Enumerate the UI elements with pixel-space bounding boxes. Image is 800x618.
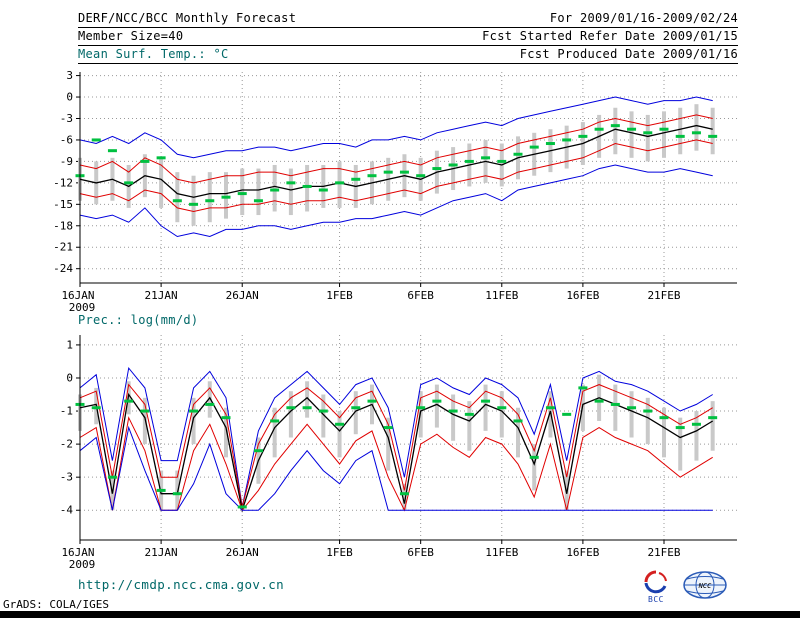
svg-text:-12: -12 — [53, 176, 73, 189]
svg-text:26JAN: 26JAN — [226, 289, 259, 302]
bcc-logo: BCC — [642, 570, 670, 604]
header-row-3: Mean Surf. Temp.: °C Fcst Produced Date … — [78, 46, 738, 64]
bcc-logo-label: BCC — [648, 595, 664, 604]
svg-text:21JAN: 21JAN — [145, 289, 178, 302]
svg-text:16JAN: 16JAN — [61, 289, 94, 302]
forecast-title: DERF/NCC/BCC Monthly Forecast — [78, 11, 297, 25]
svg-text:11FEB: 11FEB — [485, 546, 518, 559]
svg-text:0: 0 — [66, 371, 73, 384]
svg-text:-3: -3 — [60, 112, 73, 125]
svg-text:-21: -21 — [53, 241, 73, 254]
svg-text:-4: -4 — [60, 504, 74, 517]
ncc-logo-label: NCC — [698, 582, 712, 590]
member-size-label: Member Size=40 — [78, 29, 184, 43]
svg-text:16FEB: 16FEB — [566, 546, 599, 559]
svg-text:1FEB: 1FEB — [326, 289, 353, 302]
svg-text:-18: -18 — [53, 219, 73, 232]
svg-text:2009: 2009 — [69, 558, 96, 571]
forecast-period: For 2009/01/16-2009/02/24 — [549, 11, 738, 25]
svg-text:6FEB: 6FEB — [407, 289, 434, 302]
bcc-swirl-icon — [644, 570, 667, 594]
svg-text:26JAN: 26JAN — [226, 546, 259, 559]
ncc-globe-icon: NCC — [683, 571, 727, 599]
svg-text:21FEB: 21FEB — [647, 289, 680, 302]
svg-text:2009: 2009 — [69, 301, 96, 312]
svg-text:-6: -6 — [60, 133, 73, 146]
svg-text:-24: -24 — [53, 262, 73, 275]
refer-date-label: Fcst Started Refer Date 2009/01/15 — [482, 29, 738, 43]
ncc-logo: NCC — [682, 570, 728, 600]
svg-text:11FEB: 11FEB — [485, 289, 518, 302]
temp-panel-label: Mean Surf. Temp.: °C — [78, 47, 229, 61]
prec-panel-label: Prec.: log(mm/d) — [78, 313, 199, 327]
produced-date-label: Fcst Produced Date 2009/01/16 — [519, 47, 738, 61]
svg-text:-1: -1 — [60, 405, 73, 418]
svg-text:-15: -15 — [53, 198, 73, 211]
svg-text:21JAN: 21JAN — [145, 546, 178, 559]
svg-text:16JAN: 16JAN — [61, 546, 94, 559]
svg-text:21FEB: 21FEB — [647, 546, 680, 559]
svg-text:6FEB: 6FEB — [407, 546, 434, 559]
svg-text:-3: -3 — [60, 471, 73, 484]
svg-text:1FEB: 1FEB — [326, 546, 353, 559]
source-url: http://cmdp.ncc.cma.gov.cn — [78, 577, 285, 592]
svg-text:1: 1 — [66, 338, 73, 351]
grads-credit: GrADS: COLA/IGES — [3, 598, 109, 611]
header-row-2: Member Size=40 Fcst Started Refer Date 2… — [78, 28, 738, 46]
svg-text:16FEB: 16FEB — [566, 289, 599, 302]
bottom-black-bar — [0, 611, 800, 618]
svg-text:-2: -2 — [60, 438, 73, 451]
header-row-1: DERF/NCC/BCC Monthly Forecast For 2009/0… — [78, 8, 738, 28]
svg-text:0: 0 — [66, 91, 73, 104]
svg-text:-9: -9 — [60, 155, 73, 168]
svg-text:3: 3 — [66, 69, 73, 82]
footer-logos: BCC NCC — [642, 570, 728, 604]
